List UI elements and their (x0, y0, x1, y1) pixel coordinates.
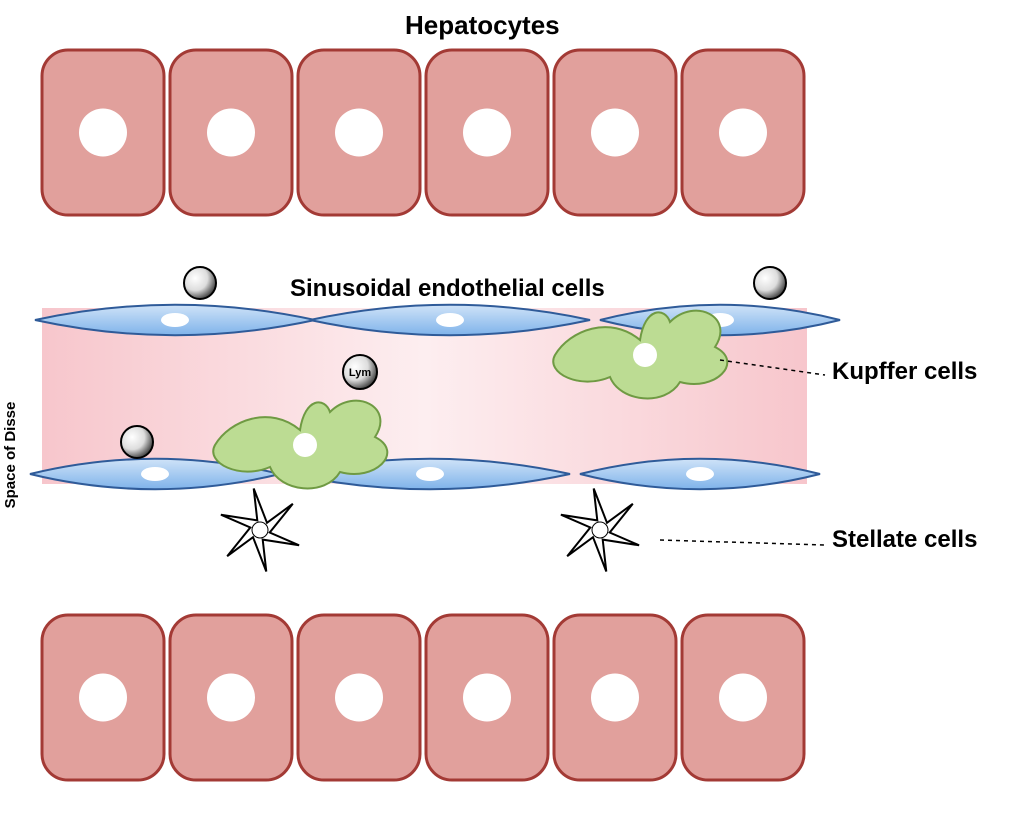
label-kupffer: Kupffer cells (832, 358, 977, 386)
kupffer-nucleus (633, 343, 657, 367)
hepatocyte-nucleus (463, 674, 511, 722)
hepatocyte-nucleus (207, 674, 255, 722)
endothelial-nucleus (161, 313, 189, 327)
kupffer-nucleus (293, 433, 317, 457)
lym-label: Lym (349, 367, 371, 379)
stellate-nucleus (592, 522, 608, 538)
label-stellate: Stellate cells (832, 526, 977, 554)
leader-stellate (660, 540, 825, 545)
diagram-canvas: Lym (0, 0, 1024, 824)
hepatocyte-nucleus (591, 109, 639, 157)
stellate-nucleus (252, 522, 268, 538)
label-space-of-disse: Space of Disse (2, 395, 19, 515)
endothelial-nucleus (436, 313, 464, 327)
endothelial-nucleus (141, 467, 169, 481)
label-sinusoidal: Sinusoidal endothelial cells (290, 275, 605, 303)
endothelial-nucleus (416, 467, 444, 481)
vesicle-sphere (121, 426, 153, 458)
endothelial-nucleus (686, 467, 714, 481)
label-sinusoid: Sinusoid (0, 230, 6, 370)
hepatocyte-nucleus (207, 109, 255, 157)
vesicle-sphere (184, 267, 216, 299)
hepatocyte-nucleus (79, 674, 127, 722)
hepatocyte-nucleus (463, 109, 511, 157)
vesicle-sphere (754, 267, 786, 299)
hepatocyte-nucleus (719, 109, 767, 157)
hepatocyte-nucleus (335, 109, 383, 157)
label-hepatocytes: Hepatocytes (405, 10, 560, 41)
hepatocyte-nucleus (335, 674, 383, 722)
hepatocyte-nucleus (719, 674, 767, 722)
hepatocyte-nucleus (591, 674, 639, 722)
hepatocyte-nucleus (79, 109, 127, 157)
